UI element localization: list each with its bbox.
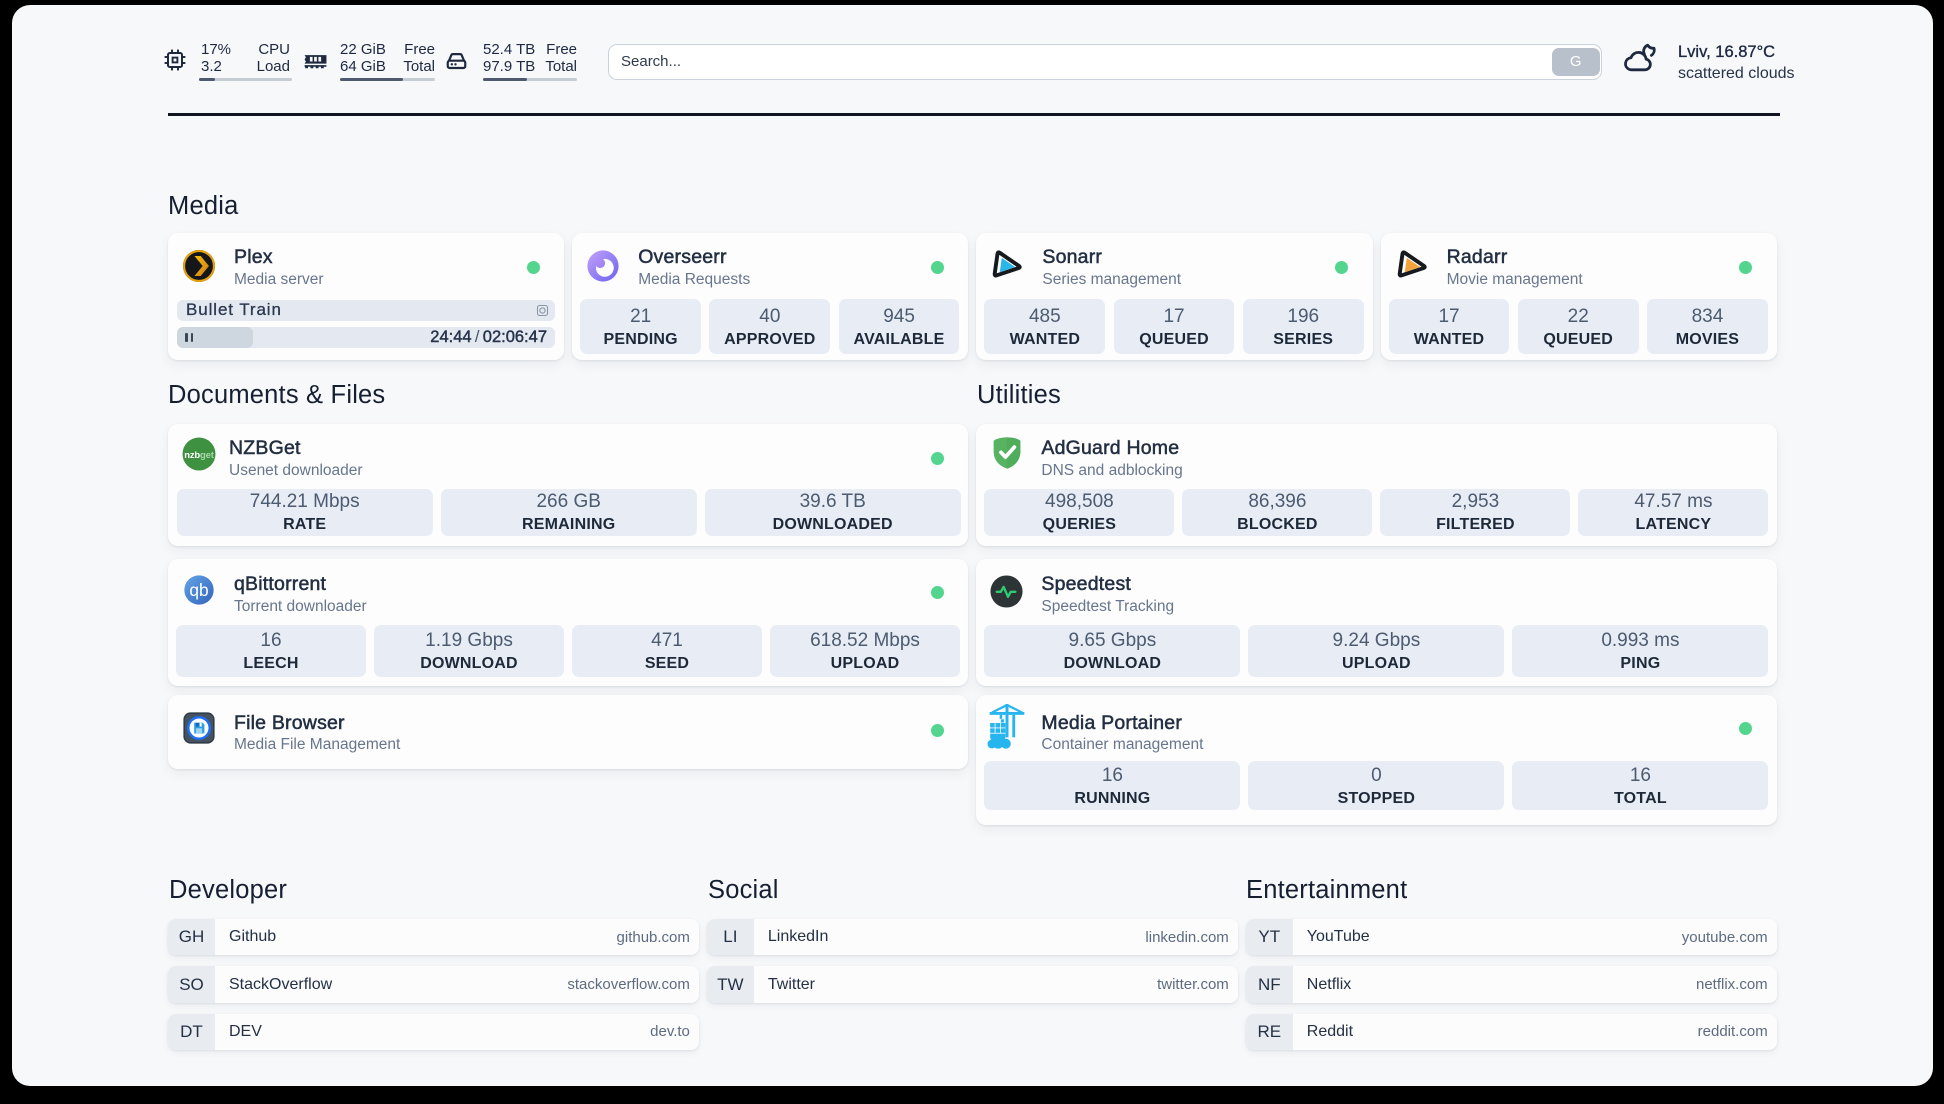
svg-text:nzbget: nzbget [184, 450, 215, 461]
svg-text:qb: qb [189, 580, 208, 600]
